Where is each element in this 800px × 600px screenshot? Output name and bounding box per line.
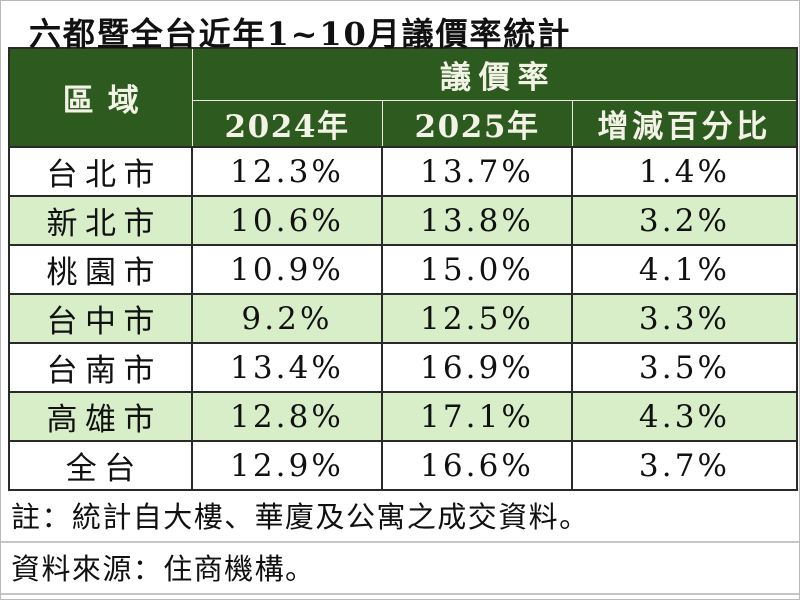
diff-cell: 4.1% [570,244,799,295]
diff-cell: 3.3% [570,293,799,344]
rate-2024-cell: 9.2% [191,293,383,344]
column-header-2024: 2024年 [191,99,383,148]
rate-2025-cell: 15.0% [381,244,573,295]
region-cell: 台中市 [8,293,193,344]
region-cell: 新北市 [8,195,193,246]
column-header-region: 區域 [8,47,193,148]
footnotes: 註：統計自大樓、華廈及公寓之成交資料。 資料來源：住商機構。 [1,491,799,595]
diff-cell: 4.3% [570,391,799,442]
rate-2025-cell: 12.5% [381,293,573,344]
rate-2025-cell: 16.9% [381,342,573,393]
note-source-data: 註：統計自大樓、華廈及公寓之成交資料。 [1,491,799,543]
table-row: 全台 12.9% 16.6% 3.7% [8,440,799,491]
diff-cell: 3.7% [570,440,799,491]
table-row: 新北市 10.6% 13.8% 3.2% [8,195,799,246]
rate-2024-cell: 10.9% [191,244,383,295]
region-cell: 高雄市 [8,391,193,442]
table-body: 台北市 12.3% 13.7% 1.4% 新北市 10.6% 13.8% 3.2… [8,146,799,491]
rate-2024-cell: 13.4% [191,342,383,393]
region-cell: 全台 [8,440,193,491]
rate-2025-cell: 13.8% [381,195,573,246]
rate-2024-cell: 12.8% [191,391,383,442]
table-row: 台中市 9.2% 12.5% 3.3% [8,293,799,344]
rate-2024-cell: 12.9% [191,440,383,491]
table-header: 區域 議價率 2024年 2025年 增減百分比 [8,47,798,148]
table-row: 桃園市 10.9% 15.0% 4.1% [8,244,799,295]
diff-cell: 1.4% [570,146,799,197]
column-header-diff: 增減百分比 [571,99,798,148]
column-group-header-rate: 議價率 [191,47,798,101]
table-row: 台北市 12.3% 13.7% 1.4% [8,146,799,197]
rate-2025-cell: 16.6% [381,440,573,491]
column-header-2025: 2025年 [381,99,573,148]
region-cell: 台南市 [8,342,193,393]
table-row: 高雄市 12.8% 17.1% 4.3% [8,391,799,442]
rate-2024-cell: 10.6% [191,195,383,246]
table-row: 台南市 13.4% 16.9% 3.5% [8,342,799,393]
diff-cell: 3.2% [570,195,799,246]
note-data-source: 資料來源：住商機構。 [1,543,799,595]
rate-2025-cell: 17.1% [381,391,573,442]
negotiation-rate-table: 區域 議價率 2024年 2025年 增減百分比 台北市 12.3% 13.7%… [8,47,799,491]
rate-2025-cell: 13.7% [381,146,573,197]
page-title: 六都暨全台近年1~10月議價率統計 [29,15,572,53]
region-cell: 台北市 [8,146,193,197]
rate-2024-cell: 12.3% [191,146,383,197]
region-cell: 桃園市 [8,244,193,295]
diff-cell: 3.5% [570,342,799,393]
